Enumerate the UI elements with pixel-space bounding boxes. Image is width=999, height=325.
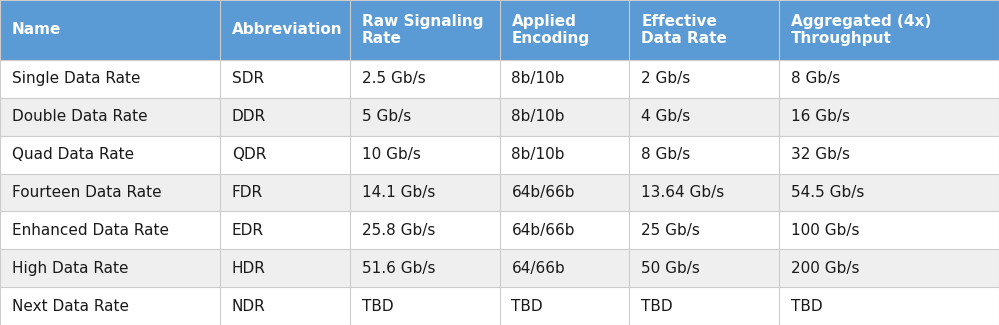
Bar [629,287,779,325]
Text: Enhanced Data Rate: Enhanced Data Rate [12,223,169,238]
Bar [629,0,779,60]
Bar [220,98,350,136]
Bar [779,287,999,325]
Text: 2.5 Gb/s: 2.5 Gb/s [362,71,426,86]
Text: 64b/66b: 64b/66b [511,185,575,200]
Bar [350,98,500,136]
Text: NDR: NDR [232,299,266,314]
Bar [0,287,220,325]
Text: Raw Signaling
Rate: Raw Signaling Rate [362,14,484,46]
Bar [779,0,999,60]
Text: Aggregated (4x)
Throughput: Aggregated (4x) Throughput [791,14,931,46]
Bar [779,211,999,249]
Bar [0,0,220,60]
Bar [220,249,350,287]
Bar [350,211,500,249]
Text: Single Data Rate: Single Data Rate [12,71,141,86]
Text: Fourteen Data Rate: Fourteen Data Rate [12,185,162,200]
Text: Name: Name [12,22,61,37]
Text: TBD: TBD [511,299,543,314]
Bar [0,249,220,287]
Text: 8 Gb/s: 8 Gb/s [791,71,840,86]
Text: 8b/10b: 8b/10b [511,71,565,86]
Text: 8 Gb/s: 8 Gb/s [641,147,690,162]
Text: 14.1 Gb/s: 14.1 Gb/s [362,185,435,200]
Bar [629,98,779,136]
Text: FDR: FDR [232,185,263,200]
Bar [500,211,629,249]
Bar [779,174,999,211]
Bar [350,287,500,325]
Bar [220,136,350,174]
Text: 32 Gb/s: 32 Gb/s [791,147,850,162]
Bar [350,249,500,287]
Bar [220,174,350,211]
Bar [629,174,779,211]
Text: 54.5 Gb/s: 54.5 Gb/s [791,185,864,200]
Text: HDR: HDR [232,261,266,276]
Bar [500,174,629,211]
Text: EDR: EDR [232,223,264,238]
Text: 200 Gb/s: 200 Gb/s [791,261,860,276]
Bar [350,136,500,174]
Text: TBD: TBD [362,299,394,314]
Text: Effective
Data Rate: Effective Data Rate [641,14,727,46]
Text: 2 Gb/s: 2 Gb/s [641,71,690,86]
Text: Abbreviation: Abbreviation [232,22,343,37]
Bar [500,249,629,287]
Bar [779,249,999,287]
Text: 51.6 Gb/s: 51.6 Gb/s [362,261,436,276]
Text: Applied
Encoding: Applied Encoding [511,14,589,46]
Bar [0,174,220,211]
Bar [350,174,500,211]
Bar [500,98,629,136]
Text: 4 Gb/s: 4 Gb/s [641,109,690,124]
Bar [500,136,629,174]
Bar [500,0,629,60]
Bar [350,60,500,98]
Bar [779,98,999,136]
Bar [220,287,350,325]
Text: 13.64 Gb/s: 13.64 Gb/s [641,185,724,200]
Text: High Data Rate: High Data Rate [12,261,129,276]
Text: Double Data Rate: Double Data Rate [12,109,148,124]
Bar [500,60,629,98]
Text: Next Data Rate: Next Data Rate [12,299,129,314]
Text: SDR: SDR [232,71,264,86]
Text: 50 Gb/s: 50 Gb/s [641,261,700,276]
Text: 8b/10b: 8b/10b [511,147,565,162]
Text: DDR: DDR [232,109,266,124]
Text: 25 Gb/s: 25 Gb/s [641,223,700,238]
Bar [500,287,629,325]
Text: 8b/10b: 8b/10b [511,109,565,124]
Bar [629,211,779,249]
Bar [0,211,220,249]
Bar [629,60,779,98]
Text: Quad Data Rate: Quad Data Rate [12,147,134,162]
Text: QDR: QDR [232,147,266,162]
Text: TBD: TBD [791,299,823,314]
Text: 100 Gb/s: 100 Gb/s [791,223,860,238]
Bar [0,98,220,136]
Bar [629,249,779,287]
Text: 64b/66b: 64b/66b [511,223,575,238]
Bar [350,0,500,60]
Bar [779,60,999,98]
Text: 5 Gb/s: 5 Gb/s [362,109,411,124]
Bar [220,60,350,98]
Bar [220,0,350,60]
Text: 16 Gb/s: 16 Gb/s [791,109,850,124]
Text: 25.8 Gb/s: 25.8 Gb/s [362,223,435,238]
Bar [0,60,220,98]
Bar [629,136,779,174]
Text: 64/66b: 64/66b [511,261,565,276]
Text: 10 Gb/s: 10 Gb/s [362,147,421,162]
Bar [779,136,999,174]
Bar [0,136,220,174]
Text: TBD: TBD [641,299,673,314]
Bar [220,211,350,249]
